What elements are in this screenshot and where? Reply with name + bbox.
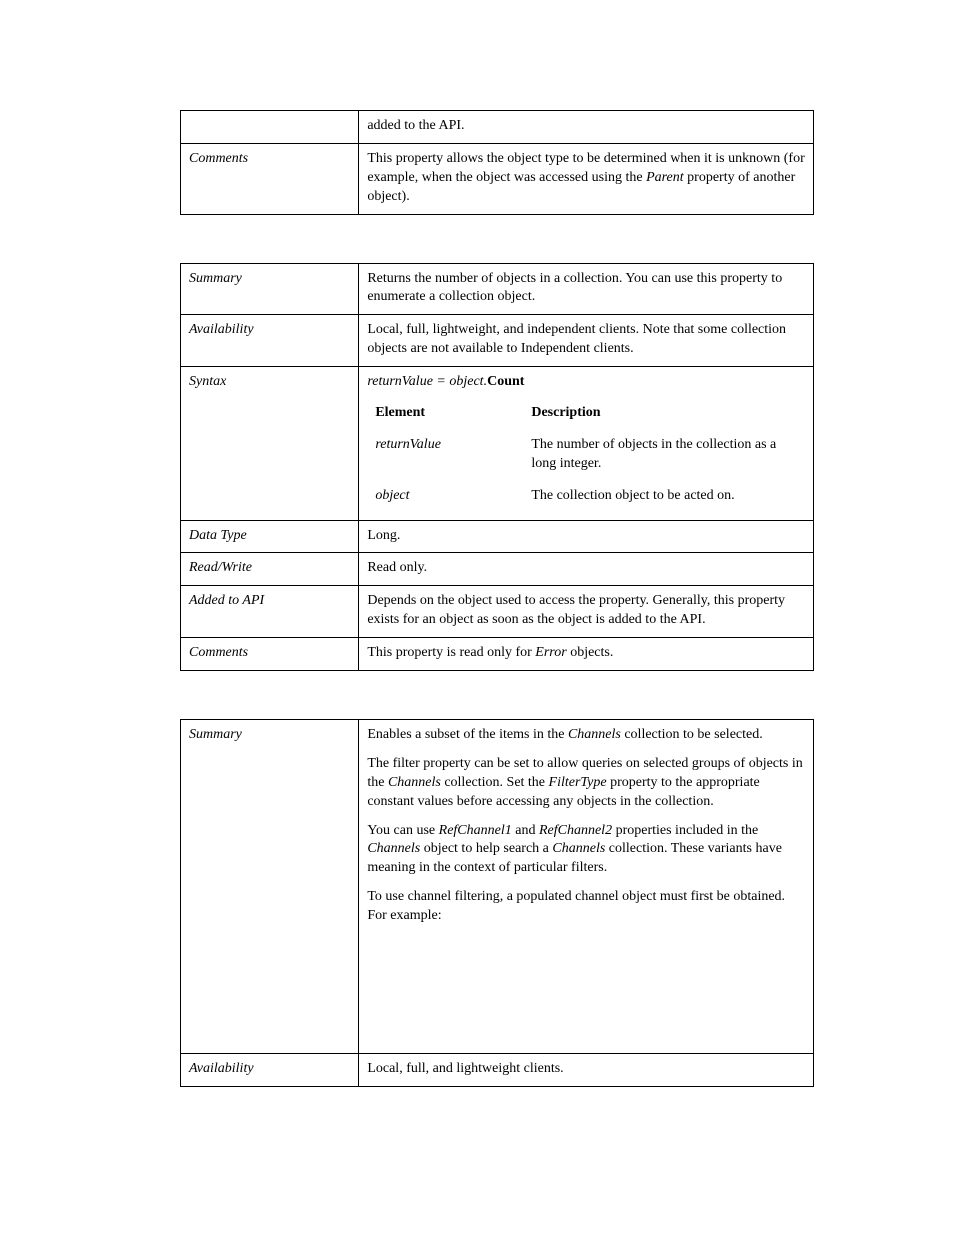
syntax-part-bold: Count: [487, 374, 524, 389]
summary-para-3: You can use RefChannel1 and RefChannel2 …: [367, 822, 805, 879]
text-fragment-italic: FilterType: [549, 775, 607, 790]
body-cell: Enables a subset of the items in the Cha…: [359, 720, 814, 1054]
summary-para-1: Enables a subset of the items in the Cha…: [367, 726, 805, 745]
summary-para-2: The filter property can be set to allow …: [367, 755, 805, 812]
text-fragment: collection. Set the: [441, 775, 549, 790]
sub-desc: The number of objects in the collection …: [523, 430, 805, 481]
sub-header-element: Element: [367, 398, 523, 430]
text-fragment: Enables a subset of the items in the: [367, 727, 568, 742]
text-fragment-italic: Parent: [646, 170, 684, 185]
table-row: Availability Local, full, and lightweigh…: [181, 1054, 814, 1087]
body-cell: added to the API.: [359, 111, 814, 144]
label-comments: Comments: [181, 143, 359, 214]
body-cell: This property allows the object type to …: [359, 143, 814, 214]
sub-header-description: Description: [523, 398, 805, 430]
label-syntax: Syntax: [181, 367, 359, 520]
table-row: added to the API.: [181, 111, 814, 144]
body-cell: This property is read only for Error obj…: [359, 638, 814, 671]
sub-row: object The collection object to be acted…: [367, 481, 805, 513]
text-fragment-italic: Channels: [388, 775, 441, 790]
sub-row: returnValue The number of objects in the…: [367, 430, 805, 481]
body-cell: Local, full, lightweight, and independen…: [359, 315, 814, 367]
page-container: added to the API. Comments This property…: [0, 0, 954, 1195]
text-fragment-italic: Error: [535, 645, 566, 660]
label-comments: Comments: [181, 638, 359, 671]
text-fragment-italic: RefChannel1: [439, 823, 512, 838]
syntax-expression: returnValue = object.Count: [367, 373, 805, 392]
text-fragment: object to help search a: [420, 841, 552, 856]
label-addedtoapi: Added to API: [181, 586, 359, 638]
body-cell: Long.: [359, 520, 814, 553]
text-fragment-italic: Channels: [568, 727, 621, 742]
property-table-2: Summary Returns the number of objects in…: [180, 263, 814, 671]
text-fragment: You can use: [367, 823, 438, 838]
table-row: Comments This property is read only for …: [181, 638, 814, 671]
syntax-part: returnValue = object.: [367, 374, 487, 389]
table-row: Summary Returns the number of objects in…: [181, 263, 814, 315]
table-row: Comments This property allows the object…: [181, 143, 814, 214]
text-fragment: This property is read only for: [367, 645, 535, 660]
label-readwrite: Read/Write: [181, 553, 359, 586]
sub-name: returnValue: [367, 430, 523, 481]
body-cell: Read only.: [359, 553, 814, 586]
syntax-sub-table: Element Description returnValue The numb…: [367, 398, 805, 513]
table-row: Read/Write Read only.: [181, 553, 814, 586]
table-row: Availability Local, full, lightweight, a…: [181, 315, 814, 367]
text-fragment: properties included in the: [612, 823, 758, 838]
text-fragment: collection to be selected.: [621, 727, 763, 742]
table-row: Summary Enables a subset of the items in…: [181, 720, 814, 1054]
body-cell: Returns the number of objects in a colle…: [359, 263, 814, 315]
label-availability: Availability: [181, 315, 359, 367]
property-table-3: Summary Enables a subset of the items in…: [180, 719, 814, 1087]
body-cell: Depends on the object used to access the…: [359, 586, 814, 638]
label-availability: Availability: [181, 1054, 359, 1087]
summary-para-4: To use channel filtering, a populated ch…: [367, 888, 805, 926]
body-cell: Local, full, and lightweight clients.: [359, 1054, 814, 1087]
text-fragment: objects.: [567, 645, 614, 660]
table-row: Syntax returnValue = object.Count Elemen…: [181, 367, 814, 520]
text-fragment: and: [512, 823, 539, 838]
label-summary: Summary: [181, 720, 359, 1054]
sub-name: object: [367, 481, 523, 513]
sub-header-row: Element Description: [367, 398, 805, 430]
text-fragment-italic: RefChannel2: [539, 823, 612, 838]
table-row: Data Type Long.: [181, 520, 814, 553]
property-table-1: added to the API. Comments This property…: [180, 110, 814, 215]
label-cell-empty: [181, 111, 359, 144]
label-datatype: Data Type: [181, 520, 359, 553]
body-cell: returnValue = object.Count Element Descr…: [359, 367, 814, 520]
example-placeholder: [367, 936, 805, 1046]
text-fragment-italic: Channels: [367, 841, 420, 856]
label-summary: Summary: [181, 263, 359, 315]
text-fragment-italic: Channels: [552, 841, 605, 856]
table-row: Added to API Depends on the object used …: [181, 586, 814, 638]
sub-desc: The collection object to be acted on.: [523, 481, 805, 513]
